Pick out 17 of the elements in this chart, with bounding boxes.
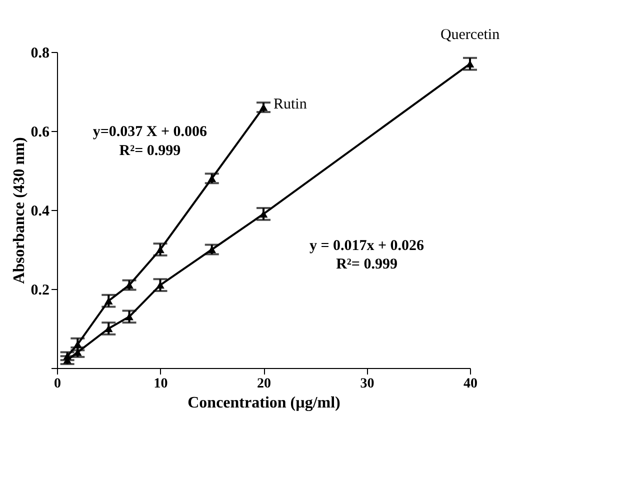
x-axis-title: Concentration (µg/ml) [188,394,340,412]
y-tick-label: 0.8 [30,46,50,62]
x-tick-label: 0 [54,376,61,392]
x-tick-label: 10 [154,376,168,392]
x-tick-label: 30 [360,376,374,392]
y-tick-label: 0.6 [30,124,50,140]
annotation: R²= 0.999 [119,142,181,159]
y-tick-label: 0.4 [30,204,50,220]
y-axis-title: Absorbance (430 nm) [10,137,28,284]
series-label: Quercetin [440,26,500,43]
x-tick-label: 40 [464,376,478,392]
annotation: y=0.037 X + 0.006 [92,124,208,140]
annotation: R²= 0.999 [336,256,398,273]
x-tick-label: 20 [257,376,271,392]
series-label: Rutin [274,96,308,112]
y-tick-label: 0.2 [30,282,50,298]
annotation: y = 0.017x + 0.026 [309,238,425,254]
